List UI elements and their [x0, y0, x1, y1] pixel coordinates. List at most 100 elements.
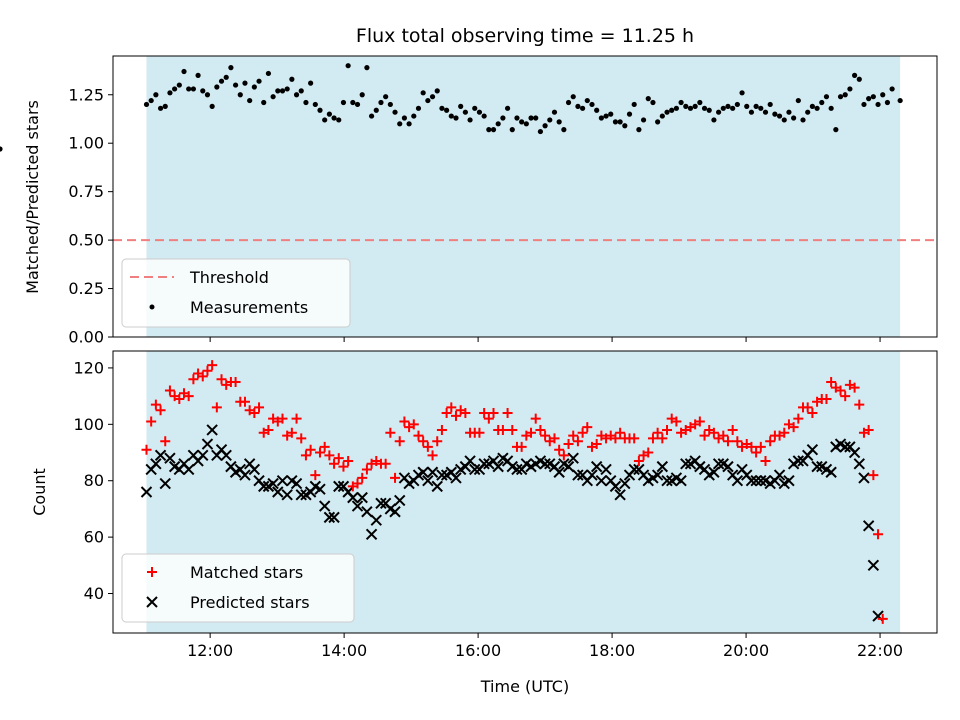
top-y-tick-label: 0.50	[68, 231, 104, 250]
matched-star-point	[615, 427, 626, 438]
measurement-point	[303, 99, 309, 106]
predicted-star-point	[773, 469, 786, 481]
predicted-star-point	[365, 528, 378, 541]
measurement-point	[308, 80, 314, 86]
measurement-points	[0, 63, 903, 152]
measurement-point	[762, 109, 769, 115]
bottom-legend: Matched stars Predicted stars	[121, 553, 355, 623]
measurement-point	[842, 92, 848, 98]
predicted-star-point	[858, 472, 870, 484]
matched-star-point	[188, 374, 199, 385]
matched-star-point	[394, 436, 405, 447]
matched-star-point	[708, 427, 719, 438]
measurement-point	[753, 103, 759, 109]
measurement-point	[444, 107, 450, 113]
measurement-point	[317, 107, 323, 113]
measurement-point	[866, 96, 872, 102]
matched-star-point	[357, 472, 368, 483]
measurement-point	[631, 101, 637, 108]
matched-star-point	[230, 377, 241, 388]
matched-star-point	[254, 402, 265, 413]
predicted-star-point	[281, 489, 293, 501]
matched-star-point	[164, 385, 175, 396]
x-axis-label: Time (UTC)	[480, 677, 569, 696]
measurement-point	[772, 111, 778, 117]
matched-star-point	[432, 436, 443, 447]
predicted-star-point	[469, 463, 481, 476]
measurement-point	[875, 101, 881, 108]
predicted-star-point	[680, 458, 692, 470]
measurement-point	[359, 92, 365, 98]
matched-star-point	[249, 408, 260, 419]
predicted-star-point	[562, 460, 575, 473]
matched-star-point	[877, 613, 888, 624]
predicted-star-point	[295, 489, 307, 501]
measurement-point	[556, 119, 562, 125]
matched-star-point	[582, 422, 593, 433]
matched-star-point	[305, 444, 316, 455]
legend-matched-swatch	[147, 567, 157, 577]
measurement-point	[514, 115, 520, 121]
predicted-star-point	[201, 438, 214, 450]
measurement-point	[364, 65, 370, 71]
matched-star-point	[591, 439, 602, 450]
measurement-point	[744, 103, 750, 109]
matched-star-point	[141, 444, 152, 455]
measurement-point	[837, 94, 844, 100]
measurement-point	[504, 105, 511, 111]
matched-star-point	[441, 408, 452, 419]
measurement-point	[626, 111, 633, 117]
matched-star-point	[530, 413, 541, 424]
matched-star-point	[765, 436, 776, 447]
matched-star-point	[155, 405, 166, 416]
top-y-tick-label: 0.25	[68, 279, 104, 298]
measurement-point	[687, 105, 694, 111]
measurement-point	[387, 101, 393, 108]
measurement-point	[786, 109, 792, 115]
matched-star-point	[361, 464, 372, 475]
matched-star-point	[779, 427, 790, 438]
measurement-point	[547, 117, 553, 123]
matched-star-point	[300, 450, 311, 461]
matched-star-point	[319, 441, 330, 452]
measurement-point	[697, 99, 703, 106]
measurement-point	[603, 113, 609, 119]
matched-star-point	[849, 382, 860, 393]
measurement-point	[223, 74, 229, 80]
predicted-star-point	[478, 458, 490, 470]
measurement-point	[373, 107, 379, 113]
predicted-star-point	[651, 469, 664, 481]
matched-star-point	[835, 385, 846, 396]
matched-star-point	[718, 430, 729, 441]
predicted-star-point	[848, 446, 861, 459]
x-tick-label: 20:00	[723, 641, 769, 660]
predicted-star-point	[150, 458, 162, 470]
measurement-point	[434, 88, 440, 94]
measurement-point	[673, 105, 680, 111]
measurement-point	[247, 97, 253, 104]
measurement-point	[368, 113, 375, 119]
measurement-point	[429, 94, 436, 100]
bottom-y-tick-label: 40	[84, 584, 104, 603]
measurement-point	[331, 115, 337, 121]
matched-star-point	[516, 441, 527, 452]
matched-star-point	[821, 393, 832, 404]
matched-star-point	[647, 433, 658, 444]
predicted-star-point	[436, 469, 448, 481]
top-y-tick-label: 1.00	[68, 134, 104, 153]
matched-star-point	[699, 430, 710, 441]
measurement-point	[392, 109, 398, 115]
measurement-point	[322, 117, 328, 123]
measurement-point	[0, 146, 3, 152]
matched-star-point	[418, 436, 429, 447]
predicted-star-point	[422, 475, 434, 487]
matched-star-point	[760, 455, 771, 466]
matched-star-point	[488, 408, 499, 419]
measurement-point	[669, 107, 675, 113]
predicted-star-point	[347, 491, 359, 504]
measurement-point	[218, 78, 225, 84]
measurement-point	[298, 88, 304, 94]
matched-star-point	[310, 470, 321, 481]
measurement-point	[172, 86, 178, 92]
predicted-star-point	[586, 469, 598, 481]
